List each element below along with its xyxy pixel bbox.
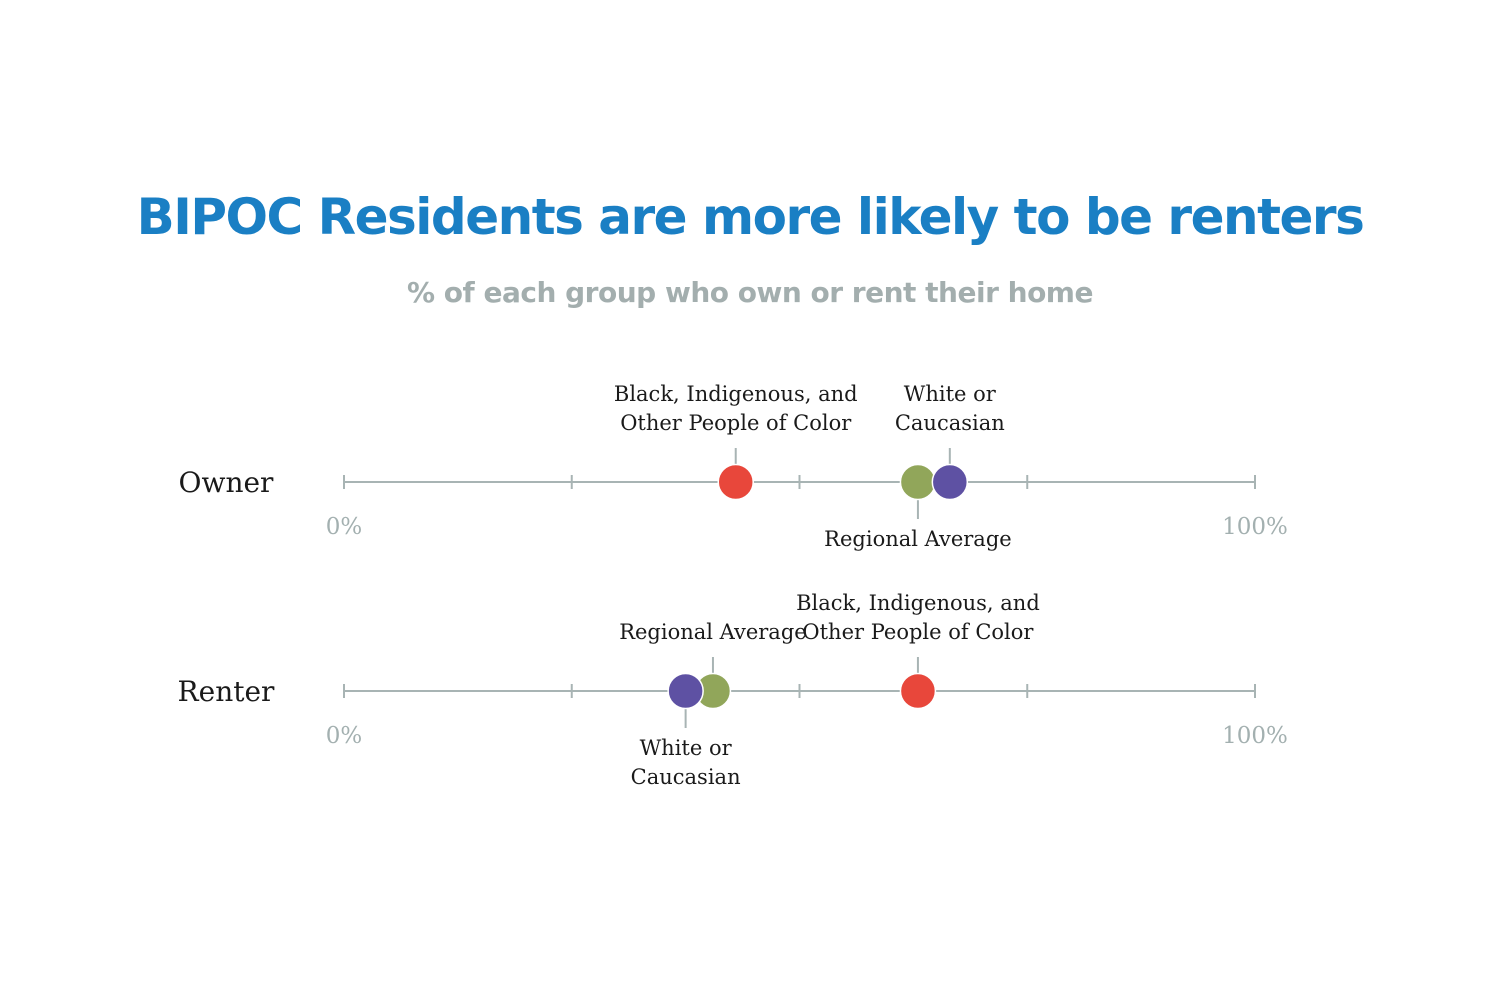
tick-label-max-owner: 100% (1222, 514, 1288, 540)
dot-white-or-caucasian-owner (931, 463, 969, 501)
annotation-black-indigenous-and-other-people-of-color: Other People of Color (802, 620, 1034, 644)
annotation-black-indigenous-and-other-people-of-color: Other People of Color (620, 411, 852, 435)
tick-label-min-renter: 0% (326, 723, 363, 749)
annotation-white-or-caucasian: White or (904, 382, 997, 406)
chart-title: BIPOC Residents are more likely to be re… (136, 188, 1365, 246)
row-label-renter: Renter (178, 675, 276, 708)
annotation-white-or-caucasian: Caucasian (895, 411, 1005, 435)
annotation-black-indigenous-and-other-people-of-color: Black, Indigenous, and (796, 591, 1040, 615)
tick-label-min-owner: 0% (326, 514, 363, 540)
chart-subtitle: % of each group who own or rent their ho… (407, 276, 1093, 309)
dot-black-indigenous-and-other-people-of-color-owner (717, 463, 754, 501)
dot-regional-average-owner (899, 463, 937, 501)
dot-black-indigenous-and-other-people-of-color-renter (899, 672, 937, 710)
tick-label-max-renter: 100% (1222, 723, 1288, 749)
row-label-owner: Owner (179, 466, 275, 499)
annotation-regional-average: Regional Average (619, 620, 807, 644)
annotation-white-or-caucasian: White or (640, 736, 733, 760)
annotation-white-or-caucasian: Caucasian (631, 765, 741, 789)
annotation-black-indigenous-and-other-people-of-color: Black, Indigenous, and (614, 382, 858, 406)
dot-white-or-caucasian-renter (667, 672, 704, 710)
annotation-regional-average: Regional Average (824, 527, 1012, 551)
